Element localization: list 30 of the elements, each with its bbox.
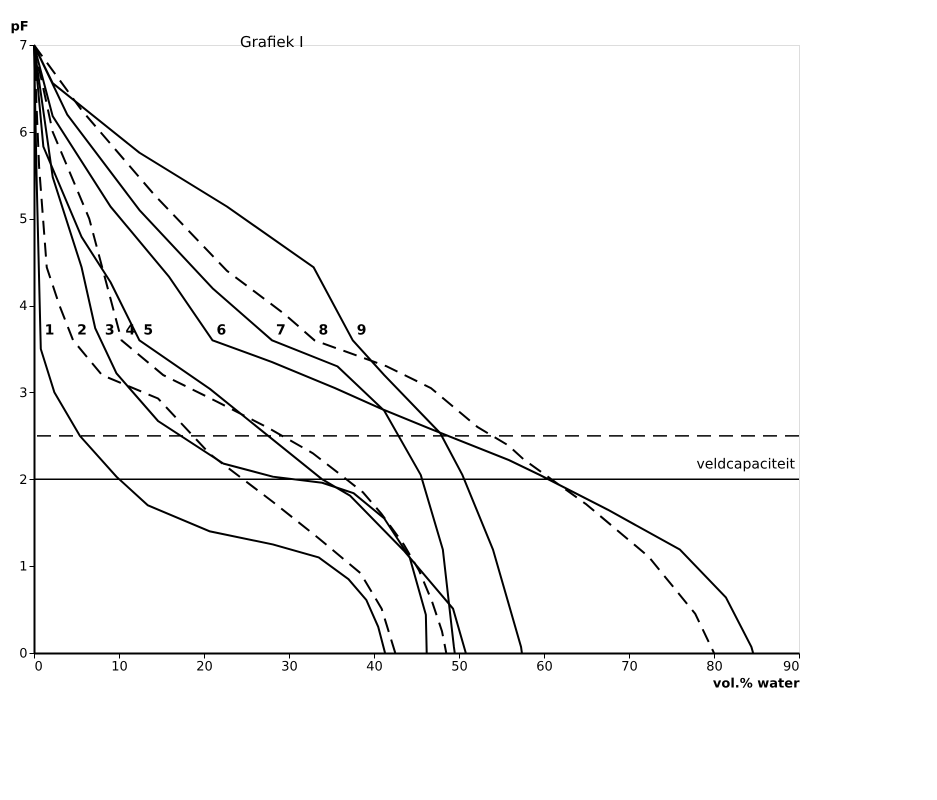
x-tick-label: 0 <box>34 660 43 674</box>
series-label: 5 <box>143 322 154 338</box>
x-axis-title: vol.% water <box>712 676 800 692</box>
x-tick-label: 10 <box>111 660 128 674</box>
x-tick-label: 50 <box>451 660 468 674</box>
y-tick-label: 2 <box>19 472 28 488</box>
y-tick-label: 6 <box>19 125 28 140</box>
series-label: 2 <box>77 322 87 338</box>
y-tick-label: 1 <box>19 560 28 575</box>
y-tick-label: 0 <box>19 646 28 662</box>
y-tick-label: 3 <box>19 386 28 401</box>
x-tick-label: 30 <box>281 660 298 674</box>
ref-line-label: veldcapaciteit <box>696 456 796 472</box>
series-label: 8 <box>318 322 328 338</box>
x-tick-label: 80 <box>706 660 723 674</box>
y-axis-title: pF <box>10 20 29 34</box>
x-tick-label: 70 <box>621 660 638 674</box>
chart-title: Grafiek I <box>240 33 304 51</box>
series-label: 7 <box>276 322 286 338</box>
series-label: 6 <box>216 322 226 338</box>
series-label: 9 <box>356 322 366 338</box>
y-tick-label: 5 <box>19 212 28 228</box>
series-label: 1 <box>44 322 54 338</box>
x-tick-label: 90 <box>782 660 800 674</box>
x-tick-label: 20 <box>196 660 213 674</box>
series-label: 3 <box>104 322 115 338</box>
y-tick-label: 7 <box>19 38 28 54</box>
x-tick-label: 40 <box>366 660 383 674</box>
y-tick-label: 4 <box>19 299 28 314</box>
x-tick-label: 60 <box>536 660 553 674</box>
